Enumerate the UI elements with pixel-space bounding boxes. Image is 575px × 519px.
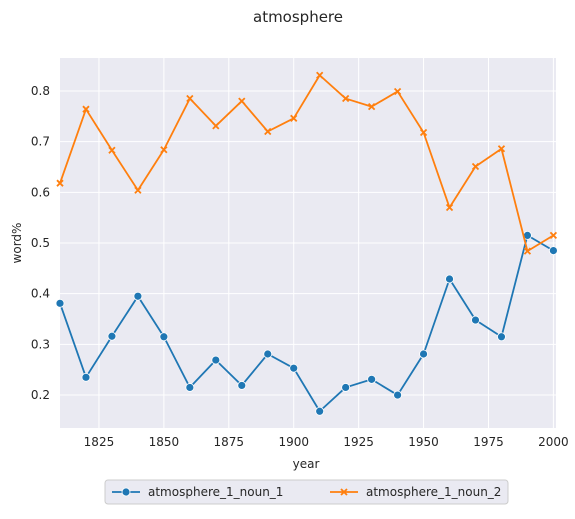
data-point bbox=[55, 298, 65, 308]
data-point bbox=[290, 114, 298, 122]
chart-title: atmosphere bbox=[253, 8, 343, 26]
data-point bbox=[237, 381, 247, 390]
data-point bbox=[108, 146, 116, 154]
x-tick-label: 1875 bbox=[214, 435, 245, 449]
y-tick-label: 0.3 bbox=[31, 337, 50, 351]
legend-label: atmosphere_1_noun_1 bbox=[148, 485, 283, 499]
data-point bbox=[471, 162, 480, 171]
data-point bbox=[211, 355, 221, 365]
x-axis-label: year bbox=[293, 457, 320, 471]
data-point bbox=[367, 103, 376, 111]
legend-item: atmosphere_1_noun_2 bbox=[330, 485, 501, 499]
data-point bbox=[342, 94, 350, 103]
y-tick-label: 0.2 bbox=[31, 388, 50, 402]
series-atmosphere_1_noun_1 bbox=[55, 230, 558, 416]
y-tick-label: 0.4 bbox=[31, 287, 50, 301]
series-layer bbox=[55, 71, 558, 416]
data-point bbox=[56, 179, 64, 187]
series-line bbox=[59, 74, 554, 253]
data-point bbox=[264, 127, 272, 136]
data-point bbox=[471, 315, 480, 325]
data-point bbox=[212, 122, 220, 130]
y-tick-label: 0.8 bbox=[31, 84, 50, 98]
x-tick-label: 1825 bbox=[84, 435, 115, 449]
data-point bbox=[289, 363, 299, 373]
data-point bbox=[497, 145, 506, 153]
data-point bbox=[159, 332, 169, 342]
data-point bbox=[160, 146, 168, 154]
legend: atmosphere_1_noun_1 atmosphere_1_noun_2 bbox=[104, 479, 509, 505]
series-atmosphere_1_noun_2 bbox=[56, 71, 558, 255]
data-point bbox=[315, 406, 325, 416]
series-line bbox=[59, 234, 554, 413]
data-point bbox=[549, 246, 558, 256]
data-point bbox=[238, 97, 246, 105]
legend-marker bbox=[121, 487, 131, 497]
data-point bbox=[133, 291, 143, 301]
data-point bbox=[419, 349, 428, 359]
data-point bbox=[367, 374, 377, 384]
legend-marker bbox=[340, 488, 348, 496]
x-tick-label: 1950 bbox=[408, 435, 439, 449]
legend-label: atmosphere_1_noun_2 bbox=[366, 485, 501, 499]
grid bbox=[60, 58, 556, 428]
data-point bbox=[393, 87, 402, 96]
data-point bbox=[134, 186, 142, 194]
data-point bbox=[185, 383, 195, 392]
y-tick-label: 0.5 bbox=[31, 236, 50, 250]
data-point bbox=[341, 383, 351, 392]
x-tick-label: 1850 bbox=[149, 435, 180, 449]
data-point bbox=[445, 203, 454, 212]
data-point bbox=[419, 128, 428, 137]
data-point bbox=[263, 349, 273, 359]
data-point bbox=[445, 274, 454, 284]
y-tick-label: 0.7 bbox=[31, 135, 50, 149]
tick-labels: 1825 1850 1875 1900 1925 1950 1975 2000 0.2 0.3 0.… bbox=[31, 84, 569, 449]
legend-item: atmosphere_1_noun_1 bbox=[112, 485, 283, 499]
data-point bbox=[316, 71, 324, 79]
data-point bbox=[81, 372, 91, 382]
data-point bbox=[549, 231, 558, 240]
x-tick-label: 1975 bbox=[473, 435, 504, 449]
legend-box bbox=[104, 479, 509, 505]
data-point bbox=[107, 331, 117, 341]
data-point bbox=[393, 390, 402, 400]
x-tick-label: 1900 bbox=[278, 435, 309, 449]
y-tick-label: 0.6 bbox=[31, 185, 50, 199]
x-tick-label: 2000 bbox=[538, 435, 569, 449]
y-axis-label: word% bbox=[10, 223, 24, 264]
data-point bbox=[82, 105, 90, 113]
data-point bbox=[497, 332, 506, 342]
data-point bbox=[523, 247, 532, 255]
data-point bbox=[186, 94, 194, 103]
x-tick-label: 1925 bbox=[343, 435, 374, 449]
